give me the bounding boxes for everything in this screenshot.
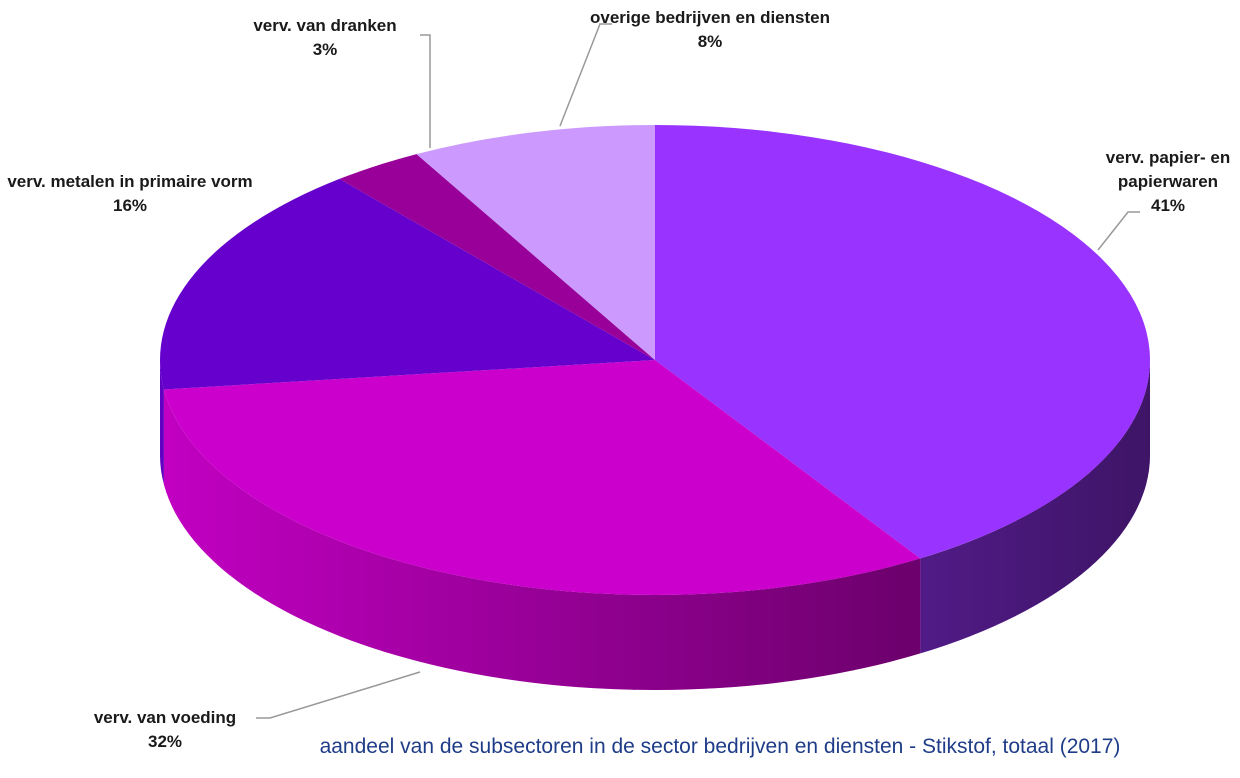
pie-slice [416,125,655,360]
slice-label: verv. papier- en papierwaren 41% [1078,146,1240,218]
slice-label: verv. metalen in primaire vorm 16% [0,170,260,218]
slice-label: verv. van voeding 32% [65,706,265,754]
leader-line [256,671,421,719]
leader-line [559,23,612,127]
category-label: verv. van voeding [93,708,237,727]
value-label: 32% [147,732,183,751]
pie-slice [339,154,655,360]
pie-side-shade [920,360,1150,654]
category-label: verv. papier- en papierwaren [1105,148,1231,191]
chart-title: aandeel van de subsectoren in de sector … [319,735,1121,758]
pie-side-shade [160,360,164,485]
category-label: verv. van dranken [253,16,397,35]
slice-label: overige bedrijven en diensten 8% [590,6,830,54]
pie-slice [160,178,656,390]
category-label: overige bedrijven en diensten [590,8,830,27]
leader-line [1097,211,1140,251]
category-label: verv. metalen in primaire vorm [7,172,253,191]
slice-label: verv. van dranken 3% [225,14,425,62]
value-label: 3% [312,40,338,59]
pie-slice [655,125,1150,559]
leader-line [420,34,431,148]
pie-side-shade [163,389,921,690]
pie-slice [163,360,921,595]
value-label: 41% [1150,196,1186,215]
value-label: 8% [697,32,723,51]
value-label: 16% [112,196,148,215]
